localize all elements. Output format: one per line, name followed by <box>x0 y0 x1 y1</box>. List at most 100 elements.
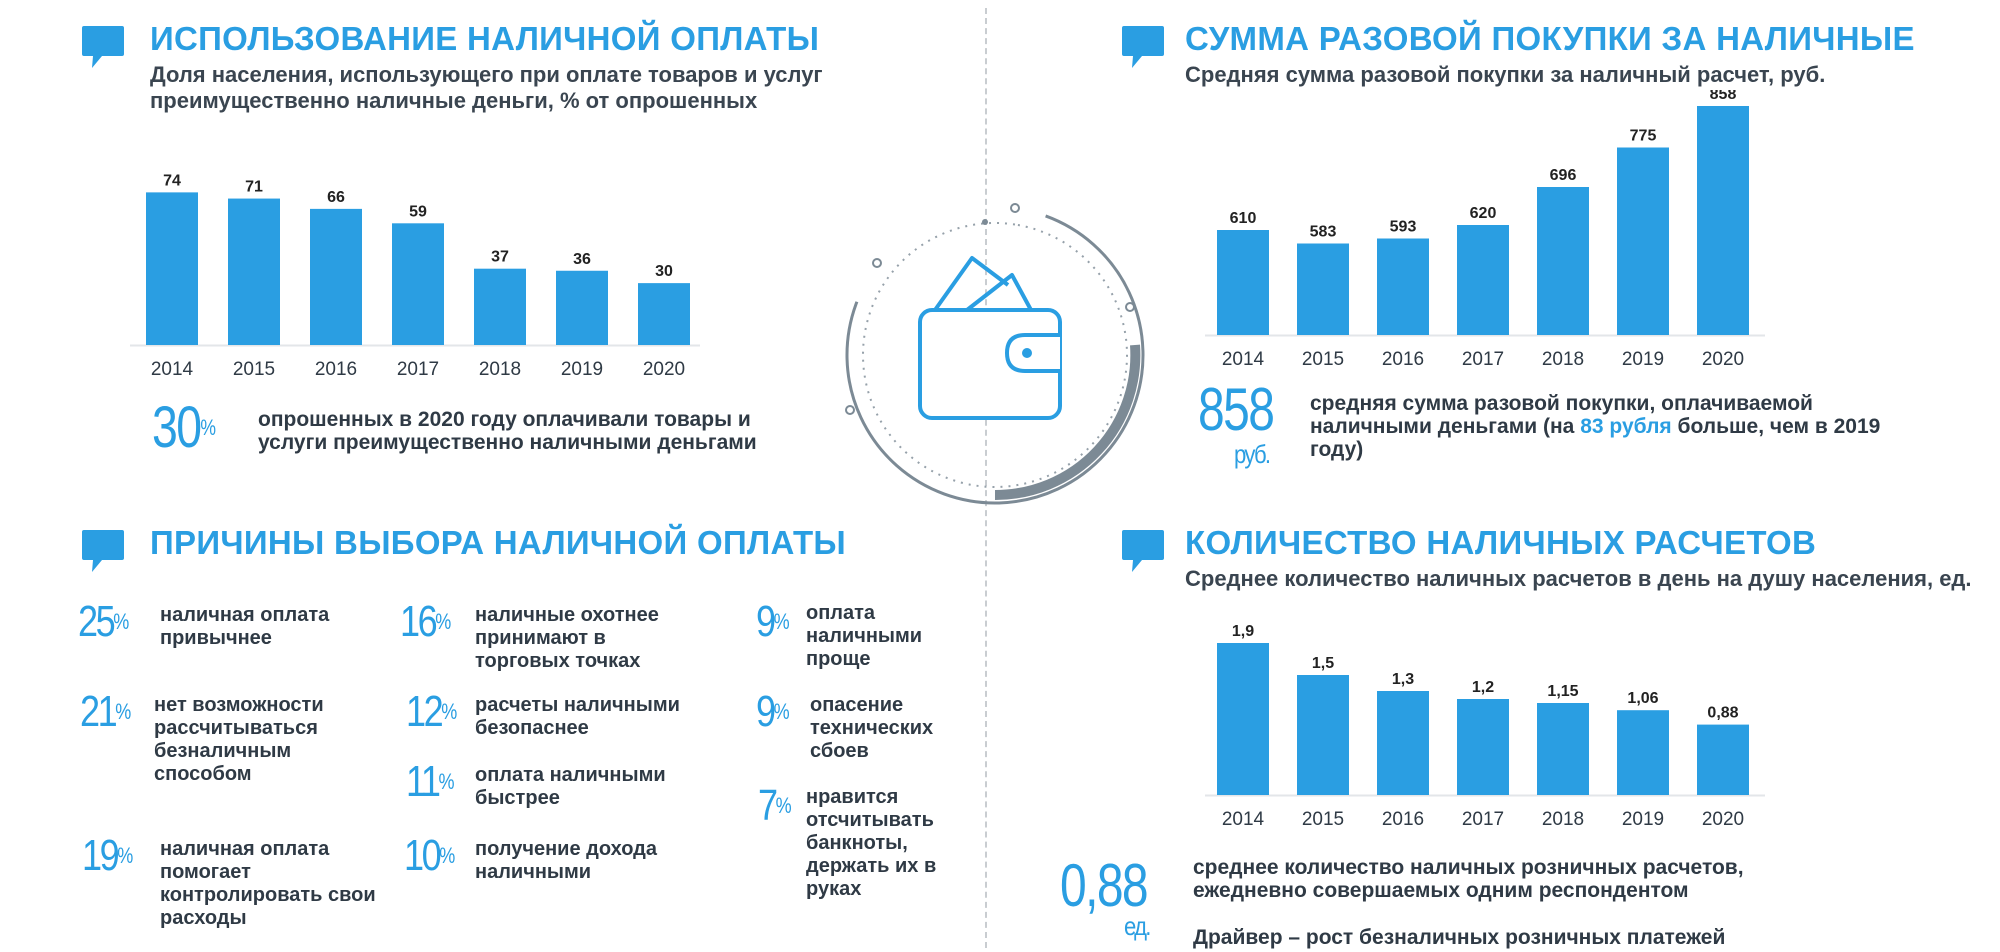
cash-count-highlight-value: 0,88 <box>1060 852 1149 919</box>
cash-usage-highlight-value: 30% <box>152 395 217 460</box>
bar <box>1457 225 1509 335</box>
category-label: 2017 <box>1462 809 1504 830</box>
category-label: 2018 <box>1542 349 1584 370</box>
reason-text: оплата наличными проще <box>806 602 923 670</box>
bar <box>638 283 690 345</box>
purchase-sum-highlight-value: 858 <box>1198 376 1275 443</box>
reason-value: 10% <box>404 831 456 880</box>
bar <box>1697 724 1749 795</box>
reason-value: 9% <box>756 597 790 646</box>
bar <box>146 192 198 345</box>
category-label: 2020 <box>1702 809 1744 830</box>
category-label: 2019 <box>1622 809 1664 830</box>
reason-text: нравится отсчитывать банкноты, держать и… <box>806 786 937 900</box>
reason-text: наличная оплата привычнее <box>160 604 330 649</box>
data-label: 593 <box>1390 219 1417 236</box>
data-label: 71 <box>245 179 263 196</box>
reason-value: 12% <box>406 687 458 736</box>
reason-value: 9% <box>756 687 790 736</box>
purchase-sum-title: СУММА РАЗОВОЙ ПОКУПКИ ЗА НАЛИЧНЫЕ <box>1185 20 1915 57</box>
bar <box>1297 243 1349 335</box>
chat-bubble-icon <box>82 26 124 68</box>
purchase-sum-highlight-unit: руб. <box>1234 439 1271 469</box>
reason-text: опасение технических сбоев <box>810 694 934 762</box>
reason-text: нет возможности рассчитываться безналичн… <box>154 694 324 785</box>
category-label: 2015 <box>233 359 275 380</box>
category-label: 2015 <box>1302 349 1344 370</box>
cash-usage-highlight-text: опрошенных в 2020 году оплачивали товары… <box>258 408 757 454</box>
category-label: 2017 <box>397 359 439 380</box>
data-label: 74 <box>163 172 181 189</box>
category-label: 2020 <box>1702 349 1744 370</box>
cash-count-title: КОЛИЧЕСТВО НАЛИЧНЫХ РАСЧЕТОВ <box>1185 524 1817 561</box>
data-label: 66 <box>327 189 345 206</box>
data-label: 858 <box>1710 90 1737 103</box>
reason-text: оплата наличными быстрее <box>475 764 666 809</box>
bar <box>474 268 526 345</box>
data-label: 1,06 <box>1627 690 1658 707</box>
category-label: 2014 <box>1222 809 1265 830</box>
data-label: 37 <box>491 249 509 266</box>
bar <box>1217 643 1269 795</box>
purchase-sum-chart: 610 2014 583 2015 593 2016 620 2017 696 2018 775 20… <box>1205 90 1765 370</box>
purchase-sum-highlight-text: средняя сумма разовой покупки, оплачивае… <box>1310 392 1881 461</box>
category-label: 2016 <box>1382 809 1424 830</box>
reasons-title: ПРИЧИНЫ ВЫБОРА НАЛИЧНОЙ ОПЛАТЫ <box>150 524 847 561</box>
category-label: 2020 <box>643 359 685 380</box>
bar <box>1537 703 1589 795</box>
data-label: 30 <box>655 263 673 280</box>
cash-count-driver: Драйвер – рост безналичных розничных пла… <box>1193 926 1726 949</box>
category-label: 2018 <box>1542 809 1584 830</box>
bar <box>1297 675 1349 795</box>
bar <box>310 208 362 345</box>
data-label: 36 <box>573 251 591 268</box>
cash-usage-title: ИСПОЛЬЗОВАНИЕ НАЛИЧНОЙ ОПЛАТЫ <box>150 20 820 57</box>
wallet-icon <box>918 256 1062 420</box>
category-label: 2015 <box>1302 809 1344 830</box>
chat-bubble-icon <box>1122 26 1164 68</box>
data-label: 775 <box>1630 128 1657 145</box>
data-label: 620 <box>1470 205 1497 222</box>
reason-value: 16% <box>400 597 452 646</box>
data-label: 1,2 <box>1472 679 1494 696</box>
reason-value: 21% <box>80 687 132 736</box>
wallet-ring-graphic <box>845 203 1145 505</box>
reason-value: 25% <box>78 597 130 646</box>
category-label: 2019 <box>561 359 603 380</box>
cash-usage-chart: 74 2014 71 2015 66 2016 59 2017 37 2018 36 2019 30 20… <box>130 172 700 380</box>
category-label: 2016 <box>1382 349 1424 370</box>
reason-value: 7% <box>758 781 792 830</box>
cash-count-highlight-unit: ед. <box>1124 911 1151 941</box>
bar <box>556 270 608 345</box>
data-label: 0,88 <box>1707 705 1738 722</box>
data-label: 1,9 <box>1232 625 1254 640</box>
data-label: 59 <box>409 203 427 220</box>
chat-bubble-icon <box>82 530 124 572</box>
category-label: 2017 <box>1462 349 1504 370</box>
bar <box>1617 147 1669 335</box>
cash-count-subtitle: Среднее количество наличных расчетов в д… <box>1185 566 1972 591</box>
reason-value: 19% <box>82 831 134 880</box>
bar <box>1617 710 1669 795</box>
bar <box>1377 691 1429 795</box>
cash-usage-subtitle: Доля населения, использующего при оплате… <box>150 62 823 113</box>
reason-text: получение дохода наличными <box>475 838 657 883</box>
reason-text: наличные охотнее принимают в торговых то… <box>475 604 659 672</box>
data-label: 1,3 <box>1392 671 1414 688</box>
reason-text: наличная оплата помогает контролировать … <box>160 838 376 929</box>
bar <box>392 223 444 345</box>
purchase-sum-subtitle: Средняя сумма разовой покупки за наличны… <box>1185 62 1826 87</box>
reason-text: расчеты наличными безопаснее <box>475 694 680 739</box>
reason-value: 11% <box>406 757 455 806</box>
category-label: 2014 <box>151 359 194 380</box>
data-label: 1,5 <box>1312 655 1334 672</box>
bar <box>1457 699 1509 795</box>
category-label: 2018 <box>479 359 521 380</box>
center-divider <box>985 8 987 948</box>
category-label: 2019 <box>1622 349 1664 370</box>
bar <box>1217 230 1269 335</box>
chat-bubble-icon <box>1122 530 1164 572</box>
bar <box>1537 187 1589 335</box>
data-label: 696 <box>1550 167 1577 184</box>
data-label: 1,15 <box>1547 683 1578 700</box>
